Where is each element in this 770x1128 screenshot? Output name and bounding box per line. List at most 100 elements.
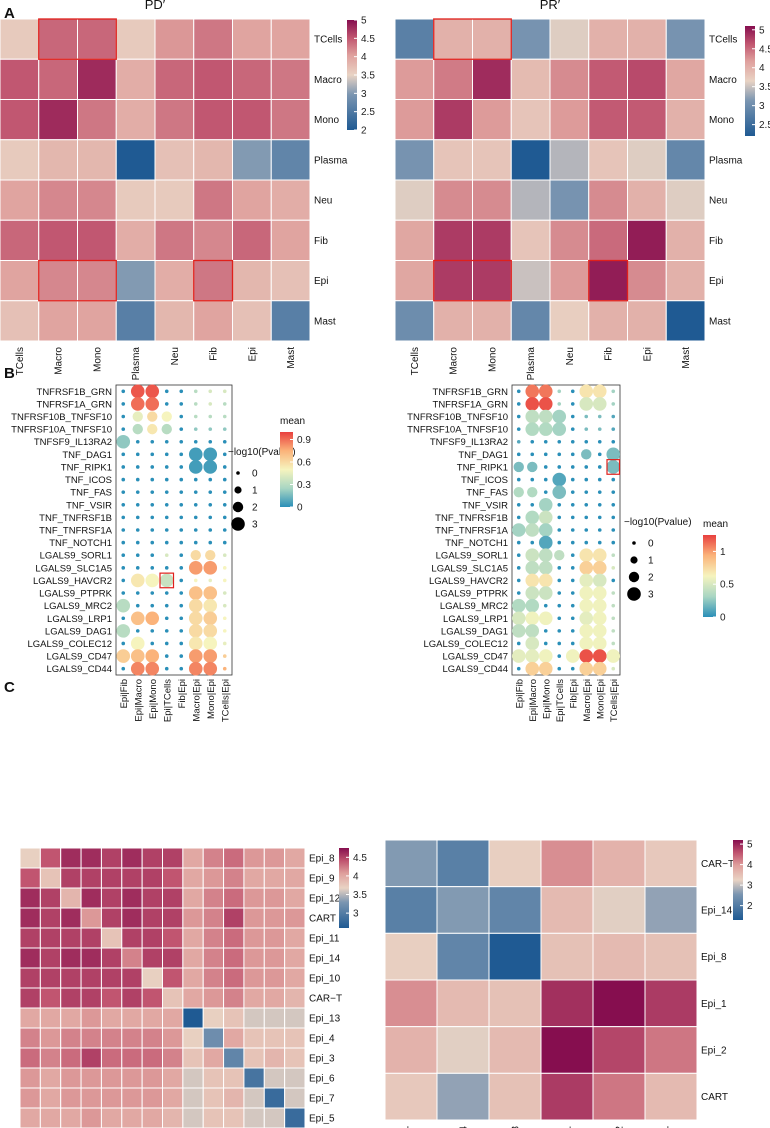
dot — [557, 666, 562, 671]
dot — [530, 540, 535, 545]
heatmap-cell — [193, 139, 233, 181]
row-label: TNF_NOTCH1 — [445, 538, 508, 549]
chartB2-colorbar-ticklabel-1: 0.5 — [720, 580, 734, 591]
dot — [538, 409, 553, 424]
dot — [208, 402, 213, 406]
row-label: LGALS9_LRP1 — [443, 614, 508, 625]
dot — [584, 439, 589, 444]
dot — [208, 414, 213, 419]
heatmap-cell — [39, 1087, 62, 1109]
row-label: TCells — [314, 35, 342, 46]
dot — [511, 649, 526, 663]
heatmap-cell — [39, 1027, 62, 1049]
dot — [164, 591, 169, 595]
heatmap-title: PR′ — [540, 0, 561, 12]
heatmap-title: PD′ — [145, 0, 166, 12]
heatmap-cell — [263, 1087, 286, 1109]
dot — [188, 561, 203, 575]
dot — [150, 553, 155, 558]
row-label: Epi_1 — [701, 999, 727, 1010]
heatmap-cell — [80, 987, 102, 1009]
col-label: Epi — [642, 347, 653, 361]
row-label: LGALS9_COLEC12 — [424, 639, 509, 650]
heatmap-cell — [38, 99, 78, 141]
row-label: Macro — [314, 75, 342, 86]
dot — [584, 490, 589, 494]
dot — [179, 402, 184, 406]
dot — [179, 490, 184, 494]
heatmap-cell — [644, 886, 698, 934]
dot — [121, 540, 126, 545]
heatmap-cell — [100, 927, 123, 949]
dot — [164, 553, 169, 558]
row-label: TNF_DAG1 — [62, 450, 112, 461]
dot — [179, 654, 184, 658]
heatmap-cell — [243, 887, 265, 909]
heatmap-cell — [39, 907, 62, 929]
heatmap-cell — [162, 1047, 184, 1069]
heatmap-cell — [80, 907, 102, 929]
row-label: Neu — [314, 196, 332, 207]
dot — [150, 540, 155, 545]
col-label: Epi|Mono — [148, 679, 159, 719]
dot — [135, 566, 140, 570]
heatmap-cell — [38, 219, 78, 261]
size-legend-label: 3 — [648, 590, 654, 601]
heatmap-cell — [38, 18, 78, 60]
dot — [597, 477, 602, 482]
dot — [516, 553, 521, 558]
heatmap-cell — [384, 886, 438, 934]
row-label: TNFSF9_IL13RA2 — [430, 437, 508, 448]
dot — [164, 515, 169, 520]
dot — [570, 427, 575, 431]
heatmap-cell — [263, 947, 286, 969]
dot — [208, 528, 213, 532]
size-legend-label: 1 — [648, 556, 654, 567]
dot — [145, 384, 160, 399]
dot — [179, 528, 184, 532]
dot — [179, 540, 184, 545]
chartC1-colorbar-bar — [339, 848, 349, 928]
dot — [552, 485, 567, 499]
row-label: TNFRSF1A_GRN — [37, 399, 113, 410]
row-label: Epi_9 — [309, 874, 335, 885]
dot — [179, 591, 184, 595]
dot — [164, 402, 169, 406]
dot — [554, 550, 565, 561]
chartB2-colorbar-title: mean — [703, 519, 728, 530]
size-legend-title: −log10(Pvalue) — [624, 517, 692, 528]
heatmap-cell — [384, 1072, 438, 1121]
heatmap-cell — [510, 300, 551, 342]
heatmap-cell — [644, 1026, 698, 1074]
heatmap-cell — [488, 932, 542, 981]
dot — [179, 427, 184, 431]
dot — [570, 629, 575, 633]
heatmap-cell — [80, 887, 102, 909]
heatmap-cell — [80, 927, 102, 949]
heatmap-cell — [243, 907, 265, 929]
heatmap-cell — [284, 947, 306, 969]
heatmap-cell — [202, 1047, 225, 1069]
dot — [121, 414, 126, 419]
heatmap-cell — [263, 867, 286, 889]
heatmap-cell — [433, 219, 473, 261]
dot — [222, 452, 227, 457]
dot — [557, 465, 562, 469]
dot — [525, 422, 540, 436]
row-label: LGALS9_PTPRK — [435, 589, 509, 600]
heatmap-cell — [472, 260, 512, 302]
heatmap-cell — [472, 300, 512, 342]
col-label: Macro — [449, 347, 460, 375]
dot — [538, 611, 553, 626]
row-label: Neu — [709, 196, 727, 207]
col-label: Macro|Epi — [191, 679, 202, 722]
chartA1-colorbar-ticklabel-6: 5 — [361, 16, 367, 27]
heatmap-cell — [141, 867, 163, 889]
heatmap-cell — [121, 1087, 143, 1109]
dot — [130, 573, 145, 588]
heatmap-cell — [627, 260, 667, 302]
dot — [193, 427, 198, 431]
heatmap-cell — [60, 1067, 82, 1089]
dot — [538, 510, 553, 525]
heatmap-cell — [121, 887, 143, 909]
